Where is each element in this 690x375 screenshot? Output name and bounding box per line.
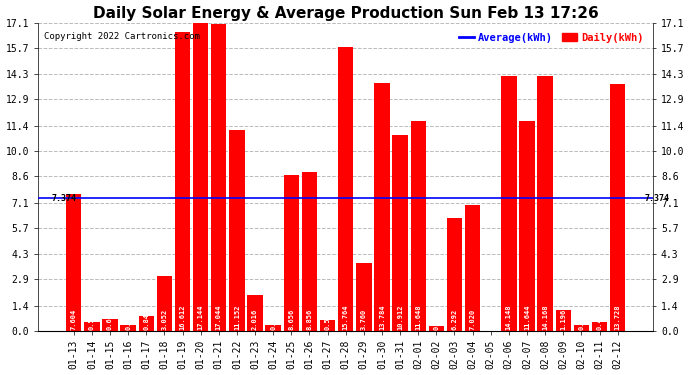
Bar: [592, 322, 607, 331]
Text: 2.016: 2.016: [252, 308, 258, 330]
Text: 3.760: 3.760: [361, 308, 367, 330]
Text: 8.856: 8.856: [306, 308, 313, 330]
Bar: [393, 135, 408, 331]
Text: 14.148: 14.148: [506, 304, 512, 330]
Bar: [411, 121, 426, 331]
Bar: [573, 325, 589, 331]
Text: 13.728: 13.728: [615, 304, 620, 330]
Bar: [465, 205, 480, 331]
Text: 0.840: 0.840: [144, 308, 149, 330]
Text: 7.604: 7.604: [71, 308, 77, 330]
Bar: [356, 263, 371, 331]
Text: 16.612: 16.612: [179, 304, 186, 330]
Bar: [266, 325, 281, 331]
Text: 8.656: 8.656: [288, 308, 295, 330]
Text: 0.000: 0.000: [488, 308, 494, 330]
Bar: [338, 47, 353, 331]
Text: 11.644: 11.644: [524, 304, 530, 330]
Text: 17.044: 17.044: [216, 304, 221, 330]
Legend: Average(kWh), Daily(kWh): Average(kWh), Daily(kWh): [454, 28, 648, 46]
Title: Daily Solar Energy & Average Production Sun Feb 13 17:26: Daily Solar Energy & Average Production …: [93, 6, 598, 21]
Text: 7.020: 7.020: [470, 308, 475, 330]
Text: 3.052: 3.052: [161, 308, 168, 330]
Bar: [501, 76, 517, 331]
Bar: [229, 130, 245, 331]
Text: 10.912: 10.912: [397, 304, 403, 330]
Text: 1.196: 1.196: [560, 308, 566, 330]
Bar: [520, 122, 535, 331]
Text: 0.528: 0.528: [89, 308, 95, 330]
Text: 0.352: 0.352: [270, 308, 276, 330]
Text: Copyright 2022 Cartronics.com: Copyright 2022 Cartronics.com: [44, 32, 200, 41]
Text: 11.152: 11.152: [234, 304, 240, 330]
Bar: [102, 320, 118, 331]
Text: 7.374: 7.374: [52, 194, 77, 203]
Text: 0.588: 0.588: [324, 308, 331, 330]
Bar: [66, 194, 81, 331]
Bar: [193, 22, 208, 331]
Bar: [428, 326, 444, 331]
Bar: [247, 295, 263, 331]
Text: 0.648: 0.648: [107, 308, 113, 330]
Text: 13.784: 13.784: [379, 304, 385, 330]
Text: 6.292: 6.292: [451, 308, 457, 330]
Bar: [175, 32, 190, 331]
Bar: [157, 276, 172, 331]
Text: 15.764: 15.764: [343, 304, 348, 330]
Text: 0.480: 0.480: [597, 308, 602, 330]
Bar: [302, 172, 317, 331]
Text: 11.648: 11.648: [415, 304, 421, 330]
Bar: [610, 84, 625, 331]
Bar: [284, 175, 299, 331]
Bar: [139, 316, 154, 331]
Bar: [538, 76, 553, 331]
Bar: [374, 83, 390, 331]
Bar: [84, 321, 99, 331]
Bar: [211, 24, 226, 331]
Bar: [121, 325, 136, 331]
Bar: [446, 218, 462, 331]
Text: 7.374: 7.374: [645, 194, 670, 203]
Text: 0.344: 0.344: [125, 308, 131, 330]
Text: 0.256: 0.256: [433, 308, 440, 330]
Bar: [555, 309, 571, 331]
Text: 0.356: 0.356: [578, 308, 584, 330]
Bar: [320, 321, 335, 331]
Text: 14.168: 14.168: [542, 304, 548, 330]
Text: 17.144: 17.144: [197, 304, 204, 330]
